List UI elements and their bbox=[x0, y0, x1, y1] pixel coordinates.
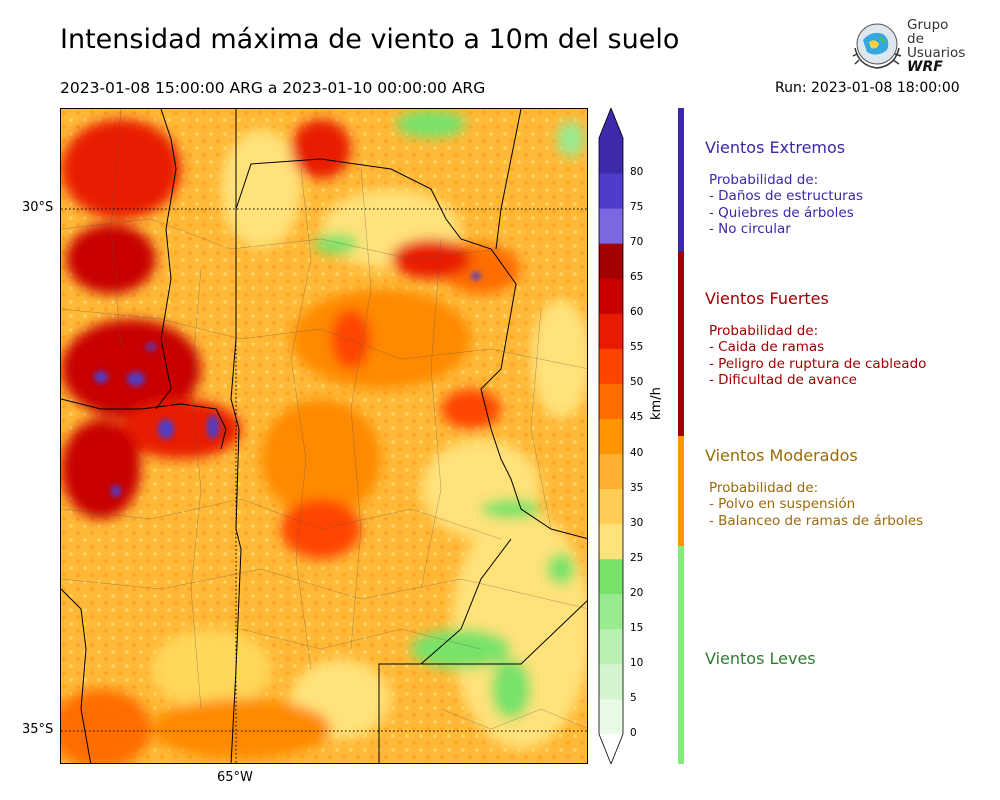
colorbar-segment bbox=[599, 453, 623, 490]
colorbar-tick-label: 45 bbox=[630, 411, 644, 424]
colorbar-tick-label: 65 bbox=[630, 271, 644, 284]
colorbar bbox=[598, 108, 624, 764]
colorbar-tick-label: 40 bbox=[630, 446, 644, 459]
category-description: Probabilidad de: - Caida de ramas - Peligr… bbox=[709, 323, 927, 388]
colorbar-tick-label: 55 bbox=[630, 341, 644, 354]
colorbar-segment bbox=[599, 628, 623, 665]
band-light bbox=[678, 546, 684, 764]
category-title: Vientos Fuertes bbox=[705, 289, 829, 308]
colorbar-tick-label: 15 bbox=[630, 621, 644, 634]
colorbar-tick-label: 75 bbox=[630, 201, 644, 214]
colorbar-tick-label: 20 bbox=[630, 586, 644, 599]
colorbar-tick-label: 0 bbox=[630, 727, 637, 739]
colorbar-tick-label: 60 bbox=[630, 306, 644, 319]
category-description: Probabilidad de: - Daños de estructuras - … bbox=[709, 172, 864, 237]
logo-text: Grupo de Usuarios WRF bbox=[907, 18, 969, 74]
colorbar-tick-label: 35 bbox=[630, 481, 644, 494]
wind-map bbox=[60, 108, 588, 764]
colorbar-tick-label: 70 bbox=[630, 236, 644, 249]
lon-label: 65°W bbox=[217, 770, 253, 785]
colorbar-under-arrow bbox=[599, 734, 623, 764]
colorbar-segment bbox=[599, 138, 623, 174]
colorbar-tick-label: 30 bbox=[630, 516, 644, 529]
colorbar-over-arrow bbox=[599, 108, 623, 138]
colorbar-segment bbox=[599, 348, 623, 384]
map-title: Intensidad máxima de viento a 10m del su… bbox=[60, 24, 680, 55]
band-extreme bbox=[678, 108, 684, 252]
colorbar-segment bbox=[599, 663, 623, 700]
category-description: Probabilidad de: - Polvo en suspensión - B… bbox=[709, 480, 924, 529]
colorbar-segment bbox=[599, 558, 623, 595]
colorbar-segment bbox=[599, 593, 623, 630]
colorbar-segment bbox=[599, 208, 623, 244]
colorbar-segment bbox=[599, 243, 623, 279]
lat-label: 35°S bbox=[22, 722, 54, 737]
colorbar-tick-label: 5 bbox=[630, 691, 637, 704]
run-timestamp: Run: 2023-01-08 18:00:00 bbox=[775, 80, 960, 96]
logo-line: Grupo de bbox=[907, 17, 949, 47]
logo: Grupo de Usuarios WRF bbox=[849, 18, 969, 74]
lat-label: 30°S bbox=[22, 200, 54, 215]
band-moderate bbox=[678, 436, 684, 546]
category-title: Vientos Leves bbox=[705, 649, 816, 668]
logo-wrf: WRF bbox=[907, 59, 943, 75]
colorbar-tick-label: 25 bbox=[630, 551, 644, 564]
colorbar-tick-label: 50 bbox=[630, 376, 644, 389]
colorbar-segment bbox=[599, 173, 623, 209]
colorbar-segment bbox=[599, 278, 623, 314]
wind-field-svg bbox=[61, 109, 587, 763]
category-title: Vientos Extremos bbox=[705, 138, 846, 157]
colorbar-tick-label: 80 bbox=[630, 166, 644, 179]
logo-line: Usuarios bbox=[907, 45, 966, 61]
forecast-period: 2023-01-08 15:00:00 ARG a 2023-01-10 00:… bbox=[60, 79, 486, 97]
colorbar-tick-label: 10 bbox=[630, 656, 644, 669]
colorbar-segment bbox=[599, 488, 623, 525]
colorbar-segment bbox=[599, 313, 623, 349]
globe-logo-icon bbox=[852, 23, 902, 69]
band-strong bbox=[678, 252, 684, 436]
colorbar-unit: km/h bbox=[649, 387, 664, 420]
category-title: Vientos Moderados bbox=[705, 446, 858, 465]
colorbar-segment bbox=[599, 698, 623, 735]
colorbar-segment bbox=[599, 383, 623, 419]
colorbar-segment bbox=[599, 418, 623, 455]
colorbar-segment bbox=[599, 523, 623, 560]
